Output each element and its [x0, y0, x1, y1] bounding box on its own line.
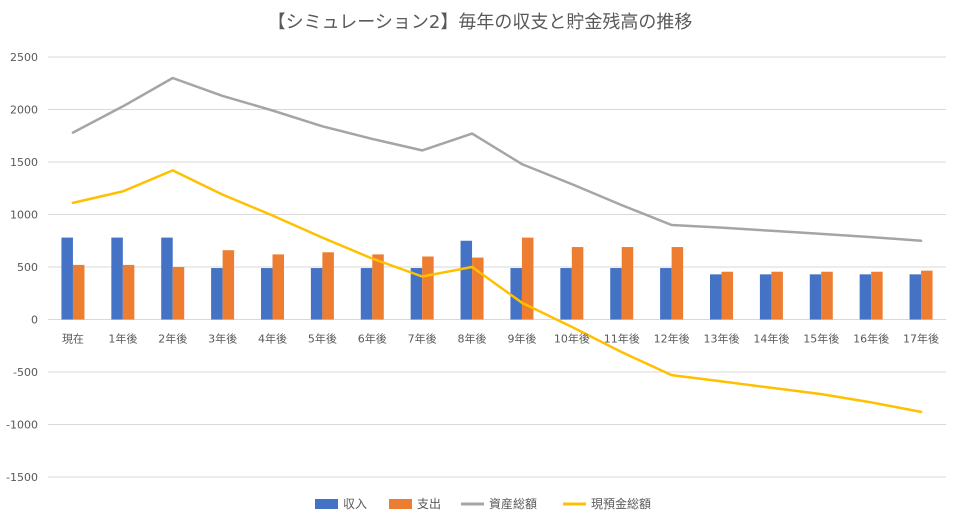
legend-item-3: 現預金総額: [563, 496, 651, 511]
x-tick-label: 12年後: [654, 332, 690, 346]
line-series-2: [71, 76, 923, 243]
legend-label: 支出: [417, 497, 441, 511]
bar-1-9: [521, 237, 534, 320]
y-tick-label: -1500: [6, 471, 38, 484]
bar-1-0: [72, 264, 85, 320]
x-tick-label: 16年後: [853, 332, 889, 346]
bar-0-6: [360, 268, 373, 320]
y-tick-label: 500: [17, 261, 38, 274]
bar-0-17: [909, 274, 922, 320]
legend-item-1: 支出: [389, 497, 441, 511]
bar-1-12: [671, 247, 684, 320]
bar-1-6: [372, 254, 384, 320]
bar-1-5: [322, 252, 334, 320]
x-tick-label: 9年後: [507, 332, 536, 346]
x-tick-label: 11年後: [604, 332, 640, 346]
bar-0-2: [161, 237, 173, 320]
legend: 収入 支出 資産総額 現預金総額: [315, 496, 651, 511]
bar-0-14: [759, 274, 772, 320]
bar-0-10: [560, 268, 572, 320]
bar-1-1: [122, 264, 135, 320]
bar-0-5: [310, 268, 323, 320]
bar-1-17: [921, 270, 933, 320]
y-tick-label: 2500: [10, 51, 38, 64]
bar-1-15: [821, 271, 833, 320]
x-tick-label: 10年後: [554, 332, 590, 346]
x-tick-label: 2年後: [158, 332, 187, 346]
legend-swatch: [389, 499, 412, 509]
x-tick-label: 1年後: [108, 332, 137, 346]
bar-0-3: [211, 268, 223, 320]
bar-0-12: [660, 268, 672, 320]
chart-title: 【シミュレーション2】毎年の収支と貯金残高の推移: [268, 12, 693, 33]
x-tick-label: 15年後: [803, 332, 839, 346]
bar-0-15: [809, 274, 822, 320]
x-tick-label: 4年後: [258, 332, 287, 346]
bar-1-14: [771, 271, 783, 320]
bar-1-16: [871, 271, 883, 320]
x-tick-label: 6年後: [358, 332, 387, 346]
legend-item-0: 収入: [315, 497, 367, 511]
bar-0-0: [61, 237, 73, 320]
y-tick-label: 2000: [10, 104, 38, 117]
bar-series-group: [61, 237, 933, 320]
bar-1-11: [621, 247, 634, 320]
x-tick-label: 14年後: [753, 332, 789, 346]
legend-label: 資産総額: [489, 496, 537, 511]
bar-1-2: [172, 267, 185, 320]
bar-0-1: [111, 237, 123, 320]
gridlines: [48, 56, 946, 478]
x-axis-tick-labels: 現在 1年後 2年後 3年後 4年後 5年後 6年後 7年後 8年後 9年後 10年後 11年後 12年…: [62, 332, 939, 346]
x-tick-label: 5年後: [308, 332, 337, 346]
legend-swatch: [315, 499, 338, 509]
bar-0-11: [610, 268, 622, 320]
y-tick-label: 1000: [10, 209, 38, 222]
bar-1-8: [472, 257, 484, 320]
bar-0-16: [859, 274, 872, 320]
y-tick-label: 0: [31, 314, 38, 327]
bar-0-8: [460, 240, 473, 320]
bar-0-13: [710, 274, 722, 320]
x-tick-label: 8年後: [458, 332, 487, 346]
y-axis-tick-labels: 2500 2000 1500 1000 500 0 -500 -1000 -1500: [6, 51, 38, 484]
x-tick-label: 3年後: [208, 332, 237, 346]
x-tick-label: 現在: [62, 333, 84, 346]
bar-1-10: [571, 247, 584, 320]
bar-0-4: [261, 268, 273, 320]
line-series-group: [71, 76, 923, 414]
bar-1-7: [422, 256, 434, 320]
x-tick-label: 7年後: [408, 332, 437, 346]
legend-label: 現預金総額: [591, 496, 651, 511]
x-tick-label: 17年後: [903, 332, 939, 346]
y-tick-label: -500: [13, 366, 38, 379]
y-tick-label: 1500: [10, 156, 38, 169]
bar-1-13: [721, 271, 733, 320]
legend-item-2: 資産総額: [461, 496, 537, 511]
legend-label: 収入: [343, 497, 367, 511]
x-tick-label: 13年後: [704, 332, 740, 346]
bar-1-3: [222, 250, 235, 320]
y-tick-label: -1000: [6, 419, 38, 432]
bar-1-4: [272, 254, 284, 320]
bar-0-9: [510, 268, 522, 320]
line-series-3: [71, 169, 923, 414]
bar-0-7: [410, 268, 423, 320]
